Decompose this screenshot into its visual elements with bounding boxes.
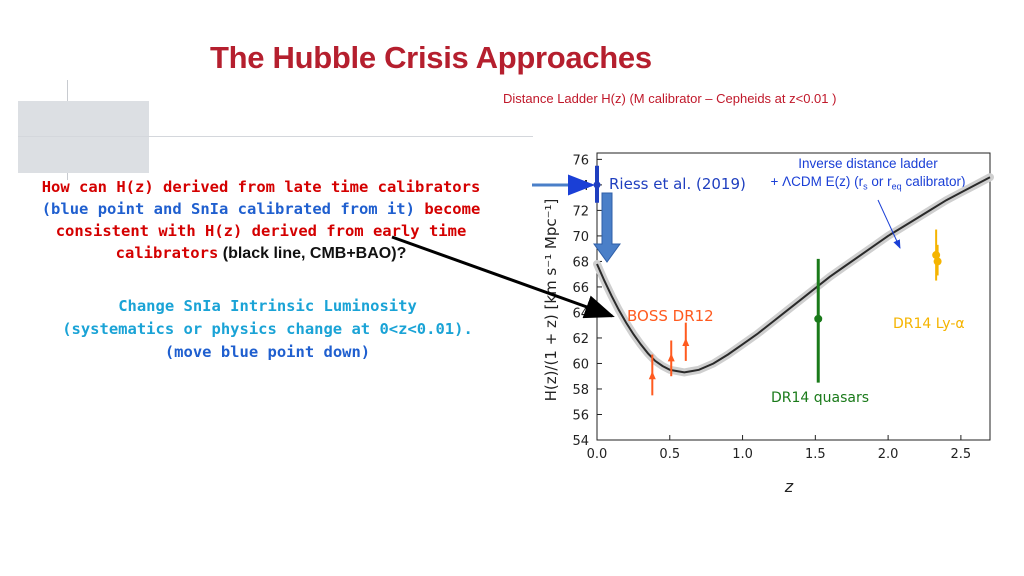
data-point — [933, 257, 942, 266]
question-calibrators: calibrators — [115, 244, 219, 262]
y-tick-label: 76 — [572, 153, 589, 168]
question-black-line: (black line, CMB+BAO)? — [218, 245, 407, 262]
answer-text: Change SnIa Intrinsic Luminosity (system… — [40, 295, 495, 364]
y-tick-label: 54 — [572, 434, 589, 449]
y-tick-label: 56 — [572, 408, 589, 423]
x-ticks: 0.0 0.5 1.0 1.5 2.0 2.5 — [587, 435, 972, 462]
annotation-arrow — [877, 199, 901, 249]
y-tick-label: 62 — [572, 332, 589, 347]
y-tick-label: 58 — [572, 383, 589, 398]
y-tick-label: 70 — [572, 230, 589, 245]
model-curve — [596, 176, 991, 374]
y-tick-label: 64 — [572, 306, 589, 321]
annotation-mid: or r — [867, 174, 892, 189]
boss-point — [667, 353, 675, 362]
x-tick-label: 2.0 — [878, 447, 899, 462]
x-tick-label: 0.5 — [659, 447, 680, 462]
annotation-line-2-post: calibrator) — [901, 174, 966, 189]
question-line-3: consistent with H(z) derived from early … — [55, 222, 467, 240]
question-become: become — [414, 200, 481, 218]
label-lya: DR14 Ly-α — [893, 316, 965, 332]
annotation-sub-s: s — [863, 181, 868, 192]
question-open-paren: ( — [41, 200, 52, 218]
boss-point — [648, 371, 656, 380]
x-tick-label: 0.0 — [587, 447, 608, 462]
question-to-curve-arrow — [391, 235, 615, 319]
question-blue-phrase: blue point and SnIa calibrated from it — [51, 200, 406, 218]
x-tick-label: 1.5 — [805, 447, 826, 462]
y-axis-label: H(z)/(1 + z) [km s⁻¹ Mpc⁻¹] — [542, 199, 560, 402]
question-text: How can H(z) derived from late time cali… — [28, 176, 494, 265]
y-tick-label: 66 — [572, 281, 589, 296]
decorative-horizontal-line — [18, 136, 533, 137]
annotation-line-2-pre: + ΛCDM E(z) (r — [770, 174, 864, 189]
data-point — [593, 181, 601, 189]
x-axis-label: z — [784, 477, 794, 496]
boss-point — [682, 338, 690, 347]
y-tick-label: 68 — [572, 255, 589, 270]
answer-line-2: (systematics or physics change at 0<z<0.… — [62, 320, 473, 338]
data-point — [814, 314, 823, 323]
question-line-1: How can H(z) derived from late time cali… — [41, 178, 481, 196]
page-title: The Hubble Crisis Approaches — [210, 40, 652, 75]
subtitle: Distance Ladder H(z) (M calibrator – Cep… — [503, 91, 837, 106]
label-quasars: DR14 quasars — [771, 390, 869, 406]
x-tick-label: 1.0 — [732, 447, 753, 462]
down-arrow — [593, 192, 621, 263]
decorative-image-block — [18, 101, 149, 173]
label-boss: BOSS DR12 — [627, 307, 714, 325]
data-points — [593, 165, 942, 396]
y-tick-label: 60 — [572, 357, 589, 372]
answer-line-3: (move blue point down) — [164, 343, 371, 361]
answer-line-1: Change SnIa Intrinsic Luminosity — [118, 297, 417, 315]
y-tick-label: 72 — [572, 204, 589, 219]
legend-riess: Riess et al. (2019) — [609, 175, 746, 193]
annotation-line-1: Inverse distance ladder — [798, 156, 938, 171]
x-tick-label: 2.5 — [951, 447, 972, 462]
annotation-sub-eq: eq — [891, 181, 902, 192]
question-close-paren: ) — [405, 200, 415, 218]
inverse-ladder-annotation: Inverse distance ladder + ΛCDM E(z) (rs … — [748, 155, 988, 196]
model-curve-band — [593, 173, 994, 377]
